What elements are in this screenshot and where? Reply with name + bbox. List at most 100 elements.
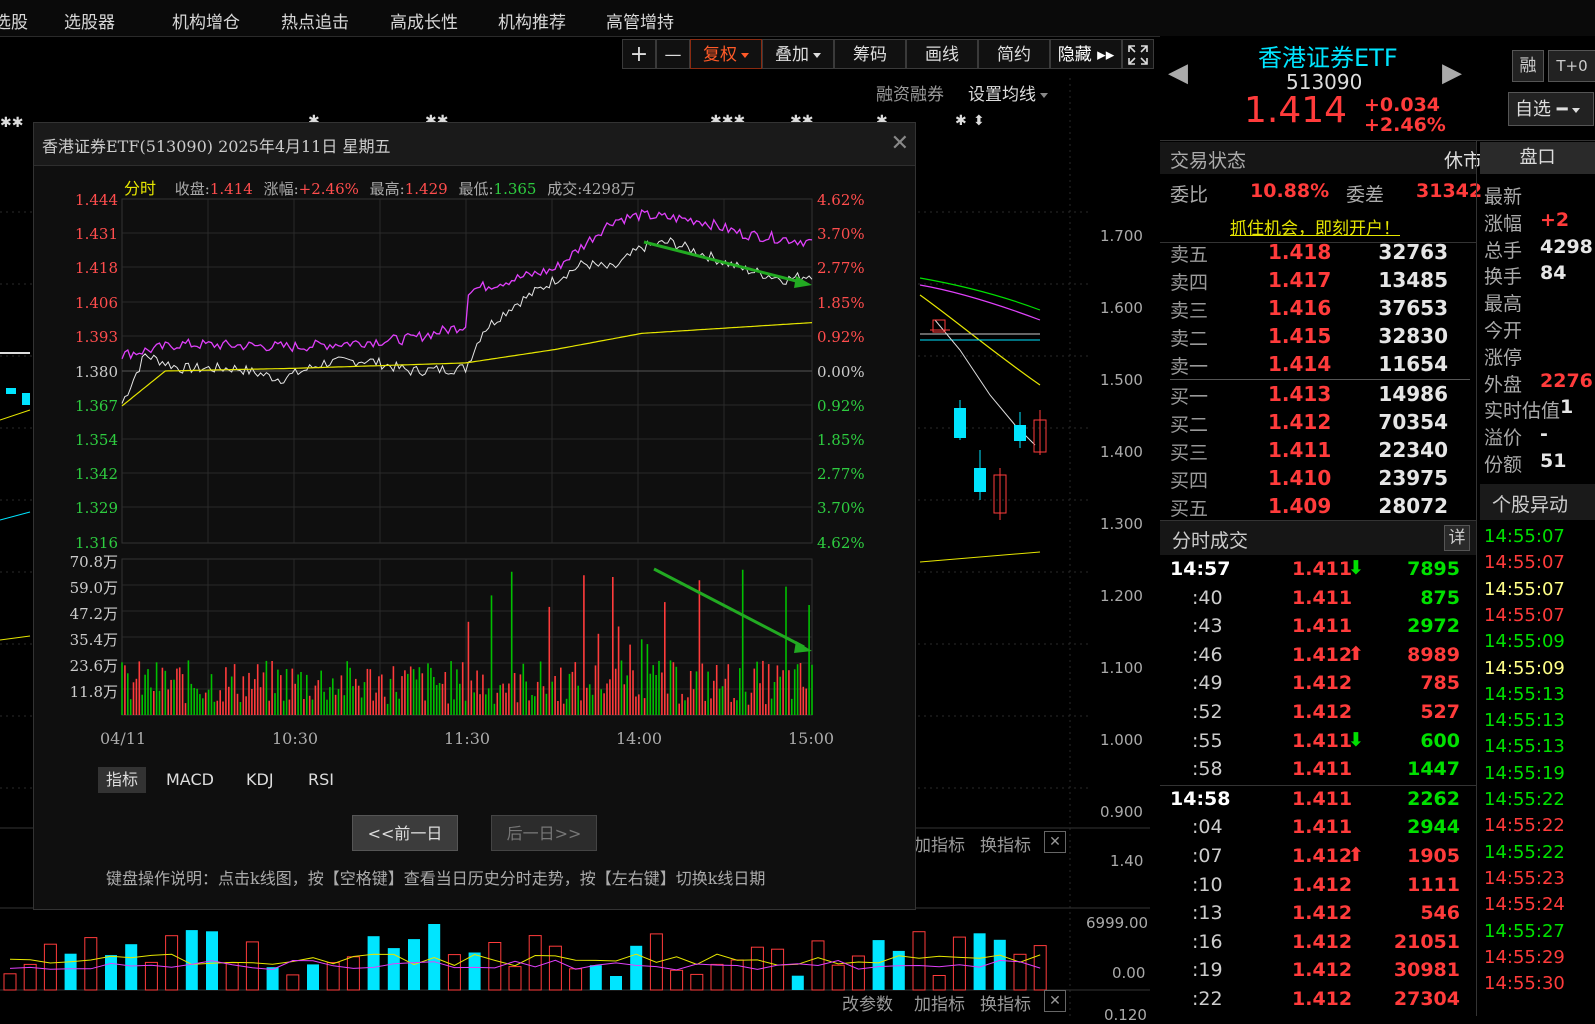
orderbook-label: 卖四 xyxy=(1170,272,1209,294)
gegu-time[interactable]: 14:55:19 xyxy=(1484,762,1565,784)
svg-text:⬍: ⬍ xyxy=(973,113,985,129)
gegu-time[interactable]: 14:55:24 xyxy=(1484,894,1565,916)
gegu-time[interactable]: 14:55:22 xyxy=(1484,789,1565,810)
chouma-button[interactable]: 筹码 xyxy=(834,39,906,69)
trade-time: :49 xyxy=(1192,672,1223,695)
tab-pankou[interactable]: 盘口 xyxy=(1480,142,1595,174)
nav-redian-zhuiji[interactable]: 热点追击 xyxy=(281,13,349,33)
gegu-time[interactable]: 14:55:09 xyxy=(1484,631,1565,653)
gegu-time[interactable]: 14:55:09 xyxy=(1484,657,1565,679)
yincang-button[interactable]: 隐藏 ▸▸ xyxy=(1050,39,1122,69)
pankou-label: 份额 xyxy=(1484,454,1523,476)
quote-panel: ◀ 香港证券ETF 513090 ▶ 1.414 +0.034 +2.46% 融… xyxy=(1160,36,1595,1016)
stock-name: 香港证券ETF xyxy=(1258,44,1398,72)
pankou-label: 溢价 xyxy=(1484,427,1523,450)
gegu-time[interactable]: 14:55:07 xyxy=(1484,604,1565,626)
nav-gaochengzhang[interactable]: 高成长性 xyxy=(390,13,458,33)
tab-macd[interactable]: MACD xyxy=(166,770,214,789)
trade-time: :19 xyxy=(1192,959,1223,982)
orderbook-label: 卖一 xyxy=(1170,356,1209,378)
pct-tick: 1.85% xyxy=(817,294,865,312)
set-ma-button[interactable]: 设置均线 xyxy=(968,80,1048,105)
switch-indicator-link[interactable]: 换指标 xyxy=(980,995,1031,1015)
tab-gegu-yidong[interactable]: 个股异动 xyxy=(1480,484,1595,520)
price-axis: 1.700 1.600 1.500 1.400 1.300 1.200 1.10… xyxy=(1100,200,1143,848)
zoom-out-button[interactable]: — xyxy=(656,39,690,69)
prev-day-button[interactable]: <<前一日 xyxy=(352,815,458,851)
nav-gaoguan-zengchi[interactable]: 高管增持 xyxy=(606,13,674,33)
trade-time: :07 xyxy=(1192,845,1223,867)
prev-stock-icon[interactable]: ◀ xyxy=(1168,58,1188,88)
gegu-time[interactable]: 14:55:23 xyxy=(1484,867,1565,889)
rzrq-label[interactable]: 融资融券 xyxy=(876,85,944,105)
gegu-time[interactable]: 14:55:22 xyxy=(1484,841,1565,863)
change-params-link[interactable]: 改参数 xyxy=(842,995,893,1015)
orderbook-price: 1.409 xyxy=(1268,494,1332,518)
gegu-time[interactable]: 14:55:29 xyxy=(1484,946,1565,968)
gegu-time[interactable]: 14:55:07 xyxy=(1484,526,1565,547)
close-icon[interactable]: ✕ xyxy=(1044,990,1066,1012)
trade-time: :40 xyxy=(1192,586,1223,609)
gegu-time[interactable]: 14:55:13 xyxy=(1484,683,1565,705)
huaxian-button[interactable]: 画线 xyxy=(906,39,978,69)
intraday-chart[interactable] xyxy=(34,123,915,743)
zoom-in-button[interactable]: + xyxy=(622,39,656,69)
trades-detail-button[interactable]: 详 xyxy=(1444,525,1470,551)
gegu-time[interactable]: 14:55:07 xyxy=(1484,578,1565,600)
next-stock-icon[interactable]: ▶ xyxy=(1442,58,1462,88)
gegu-time[interactable]: 14:55:22 xyxy=(1484,815,1565,837)
tab-zhibiao[interactable]: 指标 xyxy=(98,767,147,793)
time-tick: 10:30 xyxy=(272,729,319,748)
yincang-label: 隐藏 xyxy=(1057,45,1092,65)
double-chevron-right-icon: ▸▸ xyxy=(1097,45,1115,65)
gegu-time[interactable]: 14:55:27 xyxy=(1484,920,1565,942)
diejia-button[interactable]: 叠加 xyxy=(762,39,834,69)
price-tick: 1.400 xyxy=(1100,443,1143,461)
gegu-time[interactable]: 14:55:30 xyxy=(1484,973,1565,995)
next-day-button[interactable]: 后一日>> xyxy=(491,815,597,851)
gegu-time[interactable]: 14:55:13 xyxy=(1484,710,1565,732)
nav-jigou-tuijian[interactable]: 机构推荐 xyxy=(498,13,566,33)
pankou-label: 最高 xyxy=(1484,293,1523,316)
watchlist-dropdown[interactable]: 自选 ━ xyxy=(1508,92,1594,126)
switch-indicator-link[interactable]: 换指标 xyxy=(980,836,1031,856)
open-account-link[interactable]: 抓住机会，即刻开户！ xyxy=(1230,219,1400,239)
low-value: 1.365 xyxy=(493,180,537,198)
trade-price: 1.412 xyxy=(1292,643,1353,666)
pankou-label: 涨停 xyxy=(1484,346,1523,369)
jianyue-button[interactable]: 简约 xyxy=(978,39,1050,69)
tab-rsi[interactable]: RSI xyxy=(308,770,334,789)
close-icon[interactable]: ✕ xyxy=(1044,831,1066,853)
star-marker: ✱✱ xyxy=(0,115,23,131)
fullscreen-button[interactable] xyxy=(1122,39,1154,69)
trade-volume: 1447 xyxy=(1407,758,1460,781)
fuquan-button[interactable]: 复权 xyxy=(690,39,762,69)
divider xyxy=(1160,242,1476,243)
gegu-time[interactable]: 14:55:13 xyxy=(1484,736,1565,758)
add-indicator-link[interactable]: 加指标 xyxy=(914,836,965,856)
pct-tick: 4.62% xyxy=(817,191,865,209)
trade-price: 1.411 xyxy=(1292,586,1353,609)
pct-tick: 2.77% xyxy=(817,465,865,483)
nav-xuangu[interactable]: 选股 xyxy=(0,13,28,33)
time-tick: 11:30 xyxy=(444,729,491,748)
margin-button[interactable]: 融 xyxy=(1512,50,1544,82)
nav-jigou-zengcang[interactable]: 机构增仓 xyxy=(172,13,240,33)
time-tick: 14:00 xyxy=(616,729,663,748)
orderbook-price: 1.414 xyxy=(1268,352,1332,376)
intraday-volume-bars xyxy=(121,569,813,715)
set-ma-label: 设置均线 xyxy=(968,85,1036,105)
nav-xuanguqi[interactable]: 选股器 xyxy=(64,13,115,33)
price-tick: 1.500 xyxy=(1100,371,1143,389)
trade-time: :55 xyxy=(1192,729,1223,752)
arrow-up-icon: ⬆ xyxy=(1348,642,1364,665)
popup-title: 香港证券ETF(513090) 2025年4月11日 星期五 xyxy=(42,137,391,156)
diejia-label: 叠加 xyxy=(775,45,809,65)
close-icon[interactable]: ✕ xyxy=(890,131,909,156)
t0-button[interactable]: T+0 xyxy=(1548,50,1595,82)
trade-price: 1.412 xyxy=(1292,930,1353,953)
gegu-time[interactable]: 14:55:07 xyxy=(1484,552,1565,574)
add-indicator-link[interactable]: 加指标 xyxy=(914,995,965,1015)
trade-time: :13 xyxy=(1192,902,1223,925)
tab-kdj[interactable]: KDJ xyxy=(246,770,274,789)
